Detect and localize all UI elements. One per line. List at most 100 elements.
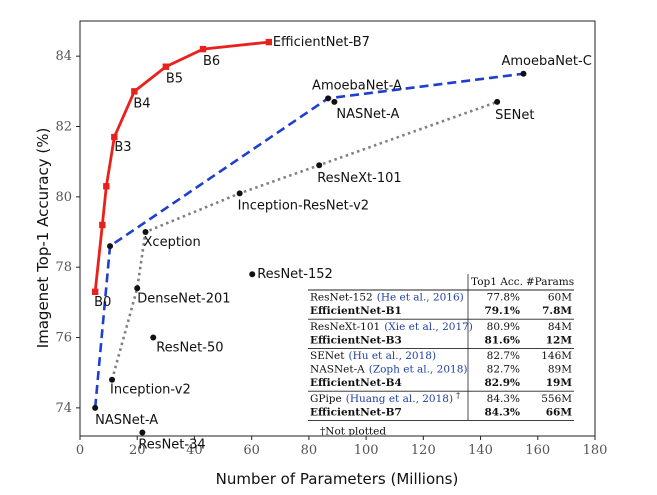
table-model: NASNet-A (Zoph et al., 2018) <box>310 364 467 376</box>
y-tick-label: 80 <box>55 190 72 205</box>
data-point <box>134 285 141 292</box>
table-params: 66M <box>546 406 573 418</box>
point-label: DenseNet-201 <box>137 291 230 306</box>
data-point <box>99 221 106 229</box>
data-point <box>199 45 207 53</box>
point-label: AmoebaNet-A <box>312 78 402 93</box>
point-labels: B0 B3 B4 B5 B6 EfficientNet-B7 NASNet-A AmoebaN… <box>94 35 592 452</box>
data-point <box>150 334 157 341</box>
citation: (He et al., 2016) <box>377 292 464 304</box>
table-acc: 82.7% <box>487 350 520 362</box>
point-label: B6 <box>203 54 220 69</box>
point-label: Xception <box>144 235 201 250</box>
citation: (Zoph et al., 2018) <box>369 364 468 376</box>
table-params: 7.8M <box>542 305 572 317</box>
table-acc: 81.6% <box>484 334 520 346</box>
data-point <box>142 229 149 236</box>
table-header-params: #Params <box>526 276 574 288</box>
data-point <box>331 98 338 105</box>
x-tick-label: 120 <box>411 443 436 458</box>
table-acc: 82.9% <box>484 377 520 389</box>
table-acc: 80.9% <box>487 321 520 333</box>
data-point <box>325 95 332 102</box>
table-params: 84M <box>548 321 572 333</box>
table-model: EfficientNet-B4 <box>310 377 402 389</box>
data-point <box>91 288 99 296</box>
table-params: 146M <box>541 350 572 362</box>
data-point <box>494 98 501 105</box>
data-point <box>162 63 170 70</box>
table-params: 19M <box>546 377 573 389</box>
x-tick-label: 60 <box>243 443 260 458</box>
table-header-acc: Top1 Acc. <box>471 276 523 288</box>
y-axis: 74 76 78 80 82 84 <box>55 49 80 416</box>
x-axis: 0 20 40 60 80 100 120 140 160 180 <box>76 436 608 458</box>
point-label: ResNet-34 <box>138 437 205 452</box>
table-model: GPipe (Huang et al., 2018) † <box>310 391 460 405</box>
table-model: EfficientNet-B1 <box>310 305 402 317</box>
citation: (Xie et al., 2017) <box>384 321 473 333</box>
data-point <box>520 70 527 77</box>
point-label: ResNet-50 <box>156 341 223 356</box>
table-acc: 82.7% <box>487 364 520 376</box>
y-tick-label: 78 <box>55 260 72 275</box>
data-point <box>249 271 256 278</box>
data-point <box>236 190 243 197</box>
point-label: NASNet-A <box>95 413 158 428</box>
data-point <box>139 429 146 436</box>
y-axis-title: Imagenet Top-1 Accuracy (%) <box>34 128 52 349</box>
series-line <box>110 100 498 381</box>
table-params: 60M <box>548 292 572 304</box>
series-efficientnet <box>91 38 273 296</box>
x-tick-label: 140 <box>468 443 493 458</box>
x-tick-label: 40 <box>186 443 203 458</box>
point-label: Inception-ResNet-v2 <box>238 198 369 213</box>
series-line <box>93 72 524 408</box>
x-tick-label: 160 <box>525 443 550 458</box>
table-model: EfficientNet-B3 <box>310 334 402 346</box>
table-params: 89M <box>548 364 572 376</box>
y-tick-label: 82 <box>55 120 72 135</box>
point-label: B4 <box>133 96 150 111</box>
citation: (Hu et al., 2018) <box>348 350 436 362</box>
x-tick-label: 180 <box>583 443 608 458</box>
table-model: EfficientNet-B7 <box>310 406 402 418</box>
series-handcrafted <box>109 98 501 383</box>
table-params: 12M <box>546 334 573 346</box>
point-label: ResNeXt-101 <box>317 171 401 186</box>
point-label: Inception-v2 <box>110 383 191 398</box>
point-label: NASNet-A <box>336 107 399 122</box>
point-label: ResNet-152 <box>257 267 333 282</box>
y-tick-label: 74 <box>55 401 72 416</box>
table-acc: 84.3% <box>487 393 520 405</box>
table-model: SENet (Hu et al., 2018) <box>310 350 436 362</box>
table-acc: 77.8% <box>487 292 520 304</box>
data-point <box>316 162 323 169</box>
data-point <box>103 183 110 190</box>
series-layer <box>91 38 527 436</box>
table-model: ResNeXt-101 (Xie et al., 2017) <box>310 321 473 333</box>
table-params: 556M <box>541 393 572 405</box>
series-other <box>139 98 338 436</box>
point-label: EfficientNet-B7 <box>273 35 370 50</box>
y-tick-label: 76 <box>55 331 72 346</box>
point-label: B3 <box>114 140 131 155</box>
series-nas <box>92 70 527 411</box>
point-label: B5 <box>166 72 183 87</box>
data-point <box>265 38 273 46</box>
plot-frame <box>79 20 596 437</box>
data-point <box>109 376 116 383</box>
x-tick-label: 100 <box>354 443 379 458</box>
table-footnote: †Not plotted <box>320 425 386 437</box>
point-label: B0 <box>94 295 111 310</box>
series-line <box>93 40 269 292</box>
data-point <box>92 404 99 411</box>
x-tick-label: 20 <box>129 443 146 458</box>
table-acc: 84.3% <box>484 406 520 418</box>
x-tick-label: 80 <box>301 443 318 458</box>
citation: (Huang et al., 2018) <box>346 393 453 405</box>
point-label: SENet <box>495 108 534 123</box>
x-axis-title: Number of Parameters (Millions) <box>216 470 459 488</box>
comparison-table: Top1 Acc. #Params ResNet-152 (He et al., 20… <box>308 274 574 437</box>
